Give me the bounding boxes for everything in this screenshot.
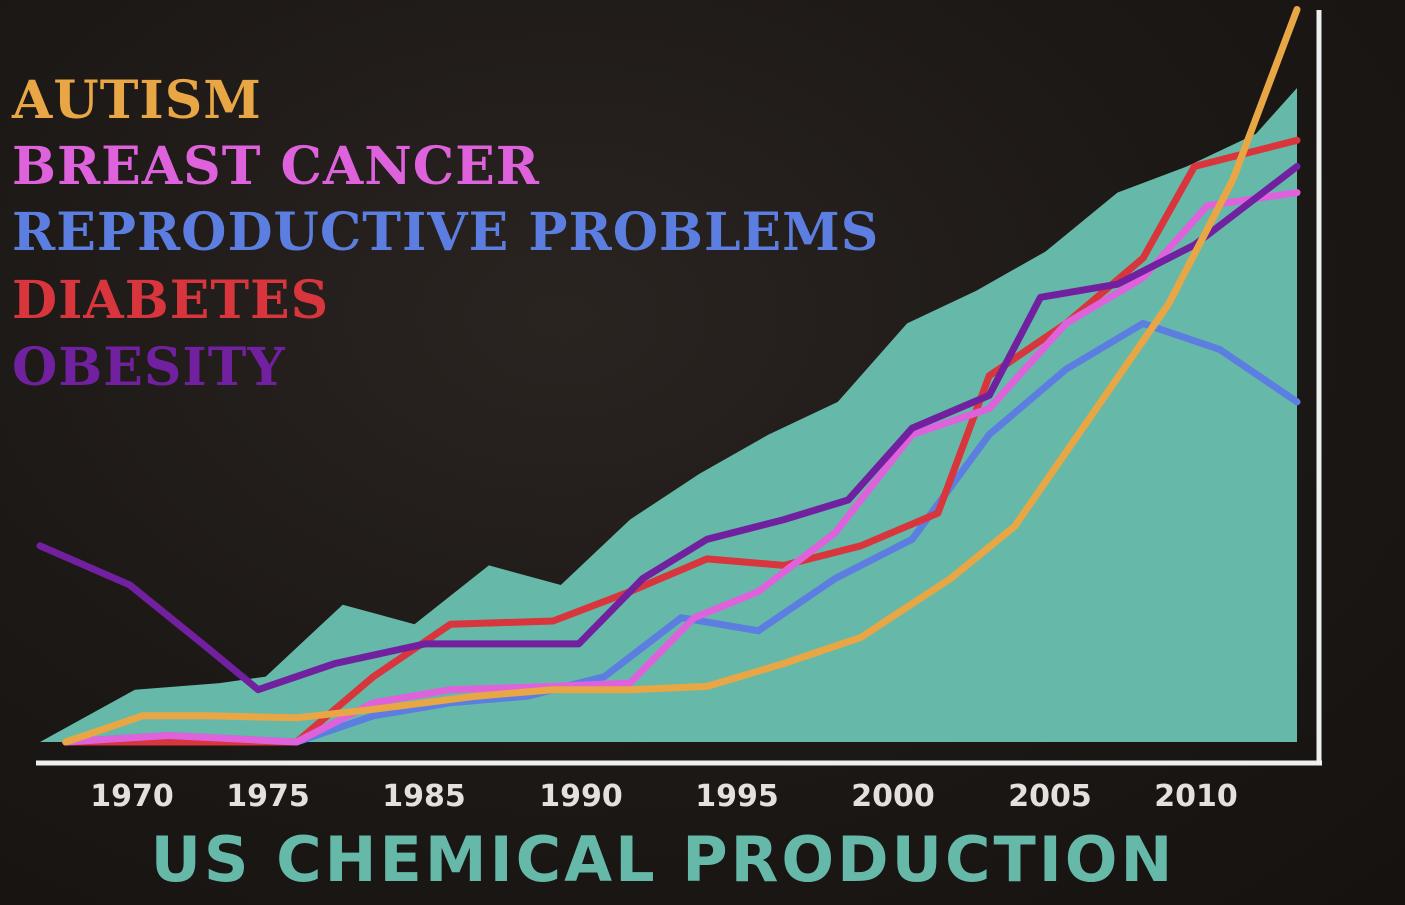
legend-item-diabetes: DIABETES: [12, 270, 329, 331]
series-line-obesity: [36, 163, 1301, 694]
x-tick-label: 1970: [90, 779, 174, 814]
x-tick-label: 1990: [539, 779, 623, 814]
legend-item-reproductive-problems: REPRODUCTIVE PROBLEMS: [12, 202, 879, 263]
series-line-reproductive-problems: [62, 319, 1301, 746]
lines-layer: [36, 6, 1301, 746]
legend-item-breast-cancer: BREAST CANCER: [12, 136, 540, 197]
x-tick-label: 2000: [851, 779, 935, 814]
x-tick-label: 2010: [1154, 779, 1238, 814]
chart-title: US CHEMICAL PRODUCTION: [151, 823, 1176, 896]
area-layer: [40, 88, 1297, 742]
area-us-chemical-production: [40, 88, 1297, 742]
x-tick-label: 1975: [226, 779, 310, 814]
ticks-layer: 1970 1975 1985 1990 1995 2000 2005 2010: [90, 779, 1238, 814]
x-tick-label: 2005: [1008, 779, 1092, 814]
series-line-breast-cancer: [62, 189, 1301, 746]
legend-item-autism: AUTISM: [11, 70, 262, 131]
x-tick-label: 1985: [382, 779, 466, 814]
series-line-autism: [62, 6, 1301, 746]
x-tick-label: 1995: [695, 779, 779, 814]
series-line-diabetes: [62, 136, 1301, 746]
axes-layer: [36, 10, 1322, 766]
legend-item-obesity: OBESITY: [12, 337, 286, 398]
